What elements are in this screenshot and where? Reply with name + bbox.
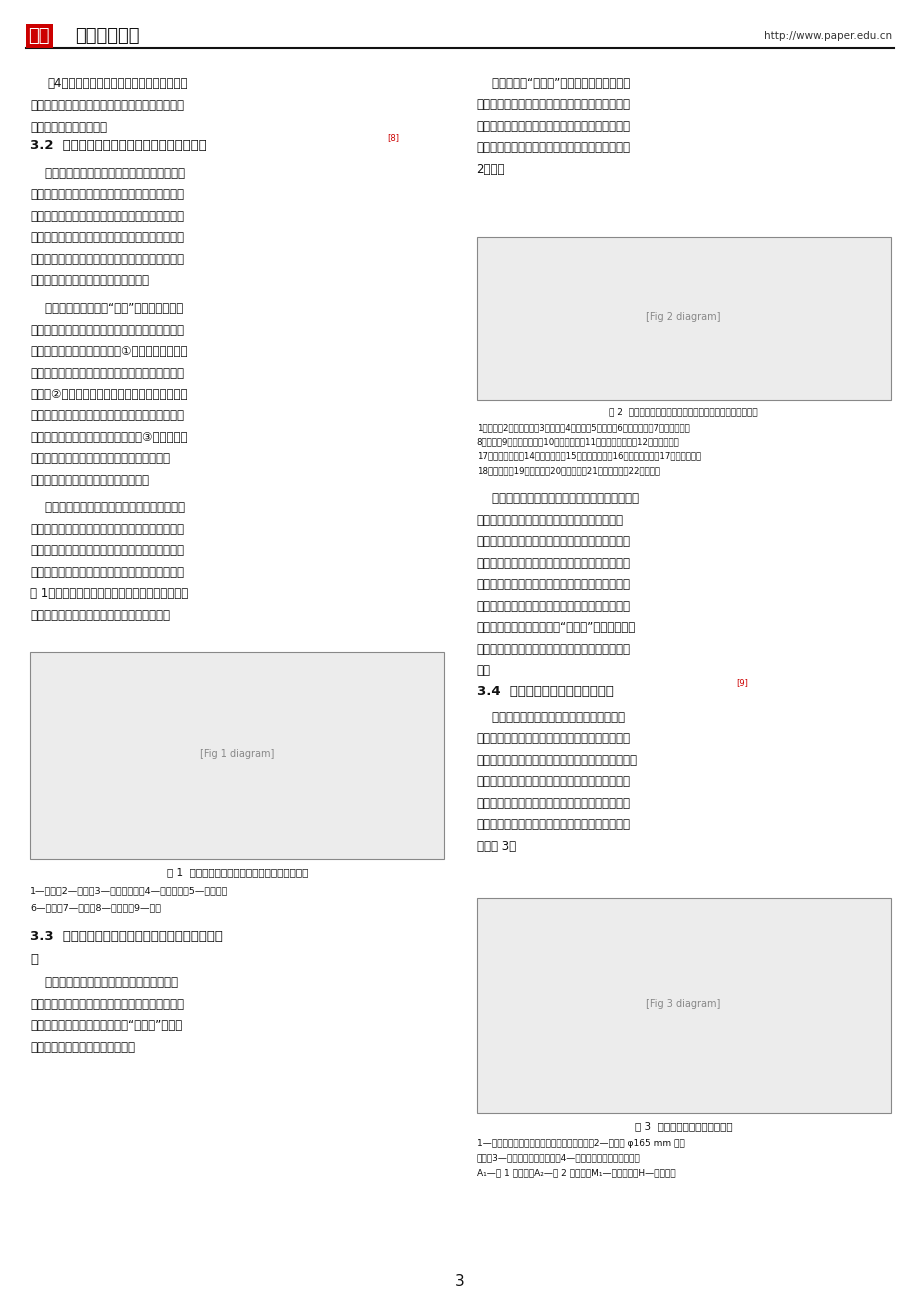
Text: 3.2  深井连续推进帷幕隔墙跟随充填采矿技术: 3.2 深井连续推进帷幕隔墙跟随充填采矿技术 — [30, 139, 207, 152]
Text: 图 3  无间柱连续采矿技术方案图: 图 3 无间柱连续采矿技术方案图 — [634, 1121, 732, 1131]
Text: 术在我国地下山首次采用了井下矿岩集中分离，: 术在我国地下山首次采用了井下矿岩集中分离， — [476, 513, 623, 526]
Text: 为临时支护设备，保证了工作面的安全，为落矿、: 为临时支护设备，保证了工作面的安全，为落矿、 — [30, 409, 184, 422]
Text: 氧化矿，含水，爆破后的矿岩易于分离。据此，采: 氧化矿，含水，爆破后的矿岩易于分离。据此，采 — [476, 120, 630, 133]
Text: [Fig 1 diagram]: [Fig 1 diagram] — [200, 750, 274, 759]
Text: 分离出的废石回填空区；首次采用了矿浆输送方式: 分离出的废石回填空区；首次采用了矿浆输送方式 — [476, 535, 630, 548]
Text: 术: 术 — [30, 953, 39, 966]
Text: 矿法开采，存在劳动强度大、生产能力低、损失贫: 矿法开采，存在劳动强度大、生产能力低、损失贫 — [30, 187, 184, 201]
Text: http://www.paper.edu.cn: http://www.paper.edu.cn — [764, 31, 891, 40]
Text: [Fig 2 diagram]: [Fig 2 diagram] — [646, 312, 720, 322]
Text: （4）阶段连续回采将推动地下金属矿山作业: （4）阶段连续回采将推动地下金属矿山作业 — [47, 77, 187, 90]
Text: 实现了高效回采，取得了良好的经济效益和社会效: 实现了高效回采，取得了良好的经济效益和社会效 — [476, 643, 630, 655]
Text: [9]: [9] — [735, 678, 747, 687]
Text: 倾斜矿床，一直采用常规的方法开采，效果普遍不: 倾斜矿床，一直采用常规的方法开采，效果普遍不 — [30, 997, 184, 1010]
Text: 状矿体组成，矿石是以赤铁矿、褐铁矿为主的土状: 状矿体组成，矿石是以赤铁矿、褐铁矿为主的土状 — [476, 98, 630, 111]
Text: 运搞和充填提供了良好的作业环境；③采空区帷幕: 运搞和充填提供了良好的作业环境；③采空区帷幕 — [30, 431, 187, 444]
Text: 理采空区及整体支护采场顶板的目的。: 理采空区及整体支护采场顶板的目的。 — [30, 474, 149, 487]
Text: [8]: [8] — [387, 133, 399, 142]
Text: 行。因此，改变缓倾斜薄矿脉开采现状，思想连续: 行。因此，改变缓倾斜薄矿脉开采现状，思想连续 — [30, 253, 184, 266]
Text: 缓倾斜层状含水松软矿体深孔合采连续采矿技数: 缓倾斜层状含水松软矿体深孔合采连续采矿技数 — [476, 492, 638, 505]
Text: 图 1  湘西金矿深井缓倾斜薄矿脉采矿方法示意图: 图 1 湘西金矿深井缓倾斜薄矿脉采矿方法示意图 — [166, 867, 308, 878]
Text: 高效安全回采就成为人们追求的目标。: 高效安全回采就成为人们追求的目标。 — [30, 275, 149, 286]
Text: 回采、充填三大工序按一定的顺序进行，切采跳跜: 回采、充填三大工序按一定的顺序进行，切采跳跜 — [476, 776, 630, 788]
Text: 划分为一个回采单元，采场宽即为矿块厚度，长度: 划分为一个回采单元，采场宽即为矿块厚度，长度 — [476, 732, 630, 745]
Text: 损失；②使用具有主动支护能力的可压缩金属支柱: 损失；②使用具有主动支护能力的可压缩金属支柱 — [30, 388, 187, 401]
Bar — [30, 652, 444, 859]
Text: 18、电车室；19、矿面室；20、废墙站；21、管线管管；22、电机室: 18、电车室；19、矿面室；20、废墙站；21、管线管管；22、电机室 — [476, 466, 659, 475]
Text: 从井口送选厂运输矿石；首创地下综合开采工艺与: 从井口送选厂运输矿石；首创地下综合开采工艺与 — [476, 557, 630, 569]
Text: 巧、出矿漏斗及布置在矿脉边界的切割天井。: 巧、出矿漏斗及布置在矿脉边界的切割天井。 — [30, 609, 170, 621]
Text: [Fig 3 diagram]: [Fig 3 diagram] — [646, 1000, 720, 1009]
Text: 无间柱连续采矿技术总体思路是将整个矿块: 无间柱连续采矿技术总体思路是将整个矿块 — [476, 711, 624, 724]
Text: 幕隔离条带式跟随充填处理空区。采场布置形式见: 幕隔离条带式跟随充填处理空区。采场布置形式见 — [30, 565, 184, 578]
Text: 机械化、工艺连续化、生产集中化和管理科学化的: 机械化、工艺连续化、生产集中化和管理科学化的 — [30, 99, 184, 112]
Text: 板管理山，以水压支柱作为采场支护设备，采用帷: 板管理山，以水压支柱作为采场支护设备，采用帷 — [30, 544, 184, 557]
Text: 技术，把大直径深孔连续采矿技术、井下矿岩集中: 技术，把大直径深孔连续采矿技术、井下矿岩集中 — [476, 578, 630, 591]
Text: 理想。而在云锡公司松树脚锡矿“大马芦”矿段首: 理想。而在云锡公司松树脚锡矿“大马芦”矿段首 — [30, 1019, 182, 1032]
Text: 2所示。: 2所示。 — [476, 163, 505, 176]
Text: 图 2  缓倾斜层状软松软矿体深孔合采连续采矿工艺系统意图: 图 2 缓倾斜层状软松软矿体深孔合采连续采矿工艺系统意图 — [608, 408, 757, 417]
Text: 1、石矿；2、崩落矿石；3、电机；4、溜机；5、矿石；6、回填矿石；7、出矿漏斗；: 1、石矿；2、崩落矿石；3、电机；4、溜机；5、矿石；6、回填矿石；7、出矿漏斗… — [476, 423, 688, 432]
Text: 传统的被动支护方式严重影响了回采作业的正常进: 传统的被动支护方式严重影响了回采作业的正常进 — [30, 232, 184, 243]
Text: 1—沿脉；2—漏斗；3—尼龙充填体；4—水压支柱；5—上切巧；: 1—沿脉；2—漏斗；3—尼龙充填体；4—水压支柱；5—上切巧； — [30, 887, 229, 896]
Text: 1—无二次掖矿平层部分的废矿矿板底部孔距；2—直径为 φ165 mm 的垂: 1—无二次掖矿平层部分的废矿矿板底部孔距；2—直径为 φ165 mm 的垂 — [476, 1139, 684, 1148]
Text: 中南大学承担了国家“九五”科技攻关项目，: 中南大学承担了国家“九五”科技攻关项目， — [30, 302, 184, 315]
Text: 科技论文在线: 科技论文在线 — [75, 27, 140, 44]
Text: 我国许多金属矿和大部分非金属矿都属于缓: 我国许多金属矿和大部分非金属矿都属于缓 — [30, 976, 178, 990]
Text: 矿柱以整条矿脉为回采单元一步骤回采；在采场顶: 矿柱以整条矿脉为回采单元一步骤回采；在采场顶 — [30, 522, 184, 535]
Text: 次使用了深孔合采连续采矿技术。: 次使用了深孔合采连续采矿技术。 — [30, 1042, 135, 1053]
Bar — [476, 237, 890, 400]
Text: 用深孔合采连续采矿技术。其采矿工艺系统图如图: 用深孔合采连续采矿技术。其采矿工艺系统图如图 — [476, 142, 630, 154]
Text: 图见图 3。: 图见图 3。 — [476, 840, 516, 853]
Text: 缓倾斜薄矿脉属难采矿体，多使用削壁充填采: 缓倾斜薄矿脉属难采矿体，多使用削壁充填采 — [30, 167, 185, 180]
Text: 直深；3—层间回采的临时对矿；4—高水速凝矿矿体充填体体；: 直深；3—层间回采的临时对矿；4—高水速凝矿矿体充填体体； — [476, 1154, 640, 1163]
Text: 在湘西金矿成功的实现了深井连续推进帷幕隔离跟: 在湘西金矿成功的实现了深井连续推进帷幕隔离跟 — [30, 323, 184, 336]
Text: 化大等缺点。特别是进入深井开采的高地压环境，: 化大等缺点。特别是进入深井开采的高地压环境， — [30, 210, 184, 223]
Text: 隔墙跟随充填的快速建造，从而达到了快速处: 隔墙跟随充填的快速建造，从而达到了快速处 — [30, 453, 170, 465]
Text: 3: 3 — [455, 1273, 464, 1289]
Text: 益。: 益。 — [476, 664, 490, 677]
Text: 3.3  缓倾斜层状含水松软矿体深孔合采连续采矿技: 3.3 缓倾斜层状含水松软矿体深孔合采连续采矿技 — [30, 930, 223, 943]
Text: A₁—第 1 区长度；A₂—第 2 区长度；M₁—矿体厚度；H—一段高度: A₁—第 1 区长度；A₂—第 2 区长度；M₁—矿体厚度；H—一段高度 — [476, 1168, 675, 1177]
Text: 图 1。主要的采切工程有：底盘运输卷道、切割平: 图 1。主要的采切工程有：底盘运输卷道、切割平 — [30, 587, 188, 600]
Text: 6—沿脉；7—切巧；8—人行道；9—底盘: 6—沿脉；7—切巧；8—人行道；9—底盘 — [30, 904, 161, 913]
Text: 分离技术、连续开采过程的岩层控制技术、浆体输: 分离技术、连续开采过程的岩层控制技术、浆体输 — [476, 599, 630, 612]
Text: 松树脚锡矿“大马芦”矿段由脉状矿体和似层: 松树脚锡矿“大马芦”矿段由脉状矿体和似层 — [476, 77, 630, 90]
Bar — [476, 898, 890, 1113]
Text: 此采矿技术采用沿走向长壁式推进，不分矿房: 此采矿技术采用沿走向长壁式推进，不分矿房 — [30, 501, 185, 514]
Text: 3.4  无间柱连续分层充填采矿技术: 3.4 无间柱连续分层充填采矿技术 — [476, 685, 613, 698]
Text: 8、电车；9、矿石运输机；10、矿面撮斗；11、顶板临时撮斗；12、矿石撮斗；: 8、电车；9、矿石运输机；10、矿面撮斗；11、顶板临时撮斗；12、矿石撮斗； — [476, 437, 678, 447]
Text: 时采切，且不在同一分层水平上回采。其方案示意: 时采切，且不在同一分层水平上回采。其方案示意 — [476, 819, 630, 831]
Text: 中国: 中国 — [28, 27, 50, 44]
Text: 随充填技术。该工艺特点是：①不留矿柱，沿走向: 随充填技术。该工艺特点是：①不留矿柱，沿走向 — [30, 345, 187, 358]
Text: 一步骤连续开采，提高了采矿效率，减少了贫化和: 一步骤连续开采，提高了采矿效率，减少了贫化和 — [30, 367, 184, 379]
Text: 17、岩石分离矿；14、矿面撮斗；15、废石打矿斗；16、矿浆输送矿；17、矿浆输送；: 17、岩石分离矿；14、矿面撮斗；15、废石打矿斗；16、矿浆输送矿；17、矿浆… — [476, 452, 700, 461]
Text: 送技术等综合起来，应用于“大马芦”矿段的开采，: 送技术等综合起来，应用于“大马芦”矿段的开采， — [476, 621, 635, 634]
Text: 进程，促进矿山现代化。: 进程，促进矿山现代化。 — [30, 121, 108, 134]
Text: 式展开，相邻采场错开分层回采，即相邻采场不同: 式展开，相邻采场错开分层回采，即相邻采场不同 — [476, 797, 630, 810]
Text: 视矿块情况确定。采场于采场之间不留矿柱，采切、: 视矿块情况确定。采场于采场之间不留矿柱，采切、 — [476, 754, 637, 767]
